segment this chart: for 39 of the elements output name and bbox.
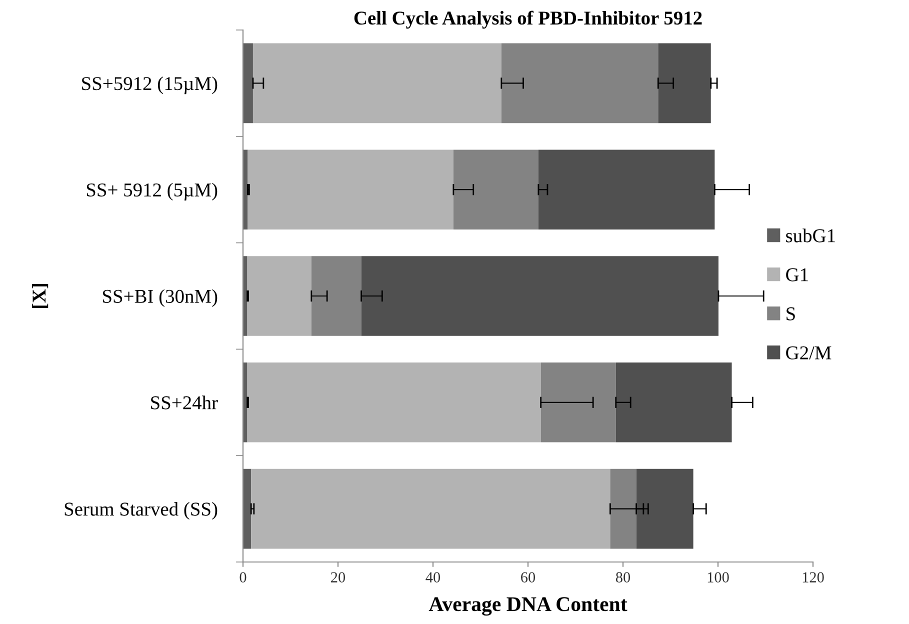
bar	[636, 468, 694, 549]
y-tick-label: SS+ 5912 (5µM)	[86, 182, 218, 200]
y-tick-label: SS+BI (30nM)	[103, 289, 218, 307]
legend-label: S	[786, 307, 795, 320]
x-tick-label: 40	[426, 572, 440, 582]
bar	[540, 362, 616, 442]
legend-label: G1	[786, 268, 808, 282]
bar	[243, 256, 248, 336]
bar	[538, 150, 715, 230]
bar	[248, 150, 454, 230]
x-tick-label: 80	[616, 572, 630, 582]
bar	[243, 43, 253, 124]
bar	[251, 468, 610, 549]
x-tick-label: 120	[802, 572, 824, 582]
bar	[501, 43, 658, 124]
bar	[247, 256, 312, 336]
bar	[247, 362, 541, 442]
bar	[243, 362, 248, 442]
x-axis-title: Average DNA Content	[428, 597, 628, 616]
bar	[658, 43, 711, 124]
bar	[252, 43, 502, 124]
y-tick-label: Serum Starved (SS)	[64, 502, 218, 520]
bar	[243, 150, 248, 230]
x-tick-label: 20	[331, 572, 346, 582]
legend-label: subG1	[786, 228, 835, 242]
bar	[616, 362, 732, 442]
bar	[610, 468, 636, 549]
legend-label: G2/M	[786, 346, 832, 360]
bar	[243, 468, 252, 549]
y-axis-title: [X]	[32, 284, 48, 308]
bar	[311, 256, 362, 336]
y-tick-label: SS+5912 (15µM)	[82, 76, 218, 94]
y-tick-label: SS+24hr	[151, 396, 218, 410]
x-tick-label: 60	[521, 572, 536, 582]
chart-title: Cell Cycle Analysis of PBD-Inhibitor 5912	[354, 10, 702, 29]
bar	[361, 256, 718, 336]
bar	[453, 150, 538, 230]
x-tick-label: 0	[240, 572, 246, 582]
x-tick-label: 100	[708, 572, 729, 582]
